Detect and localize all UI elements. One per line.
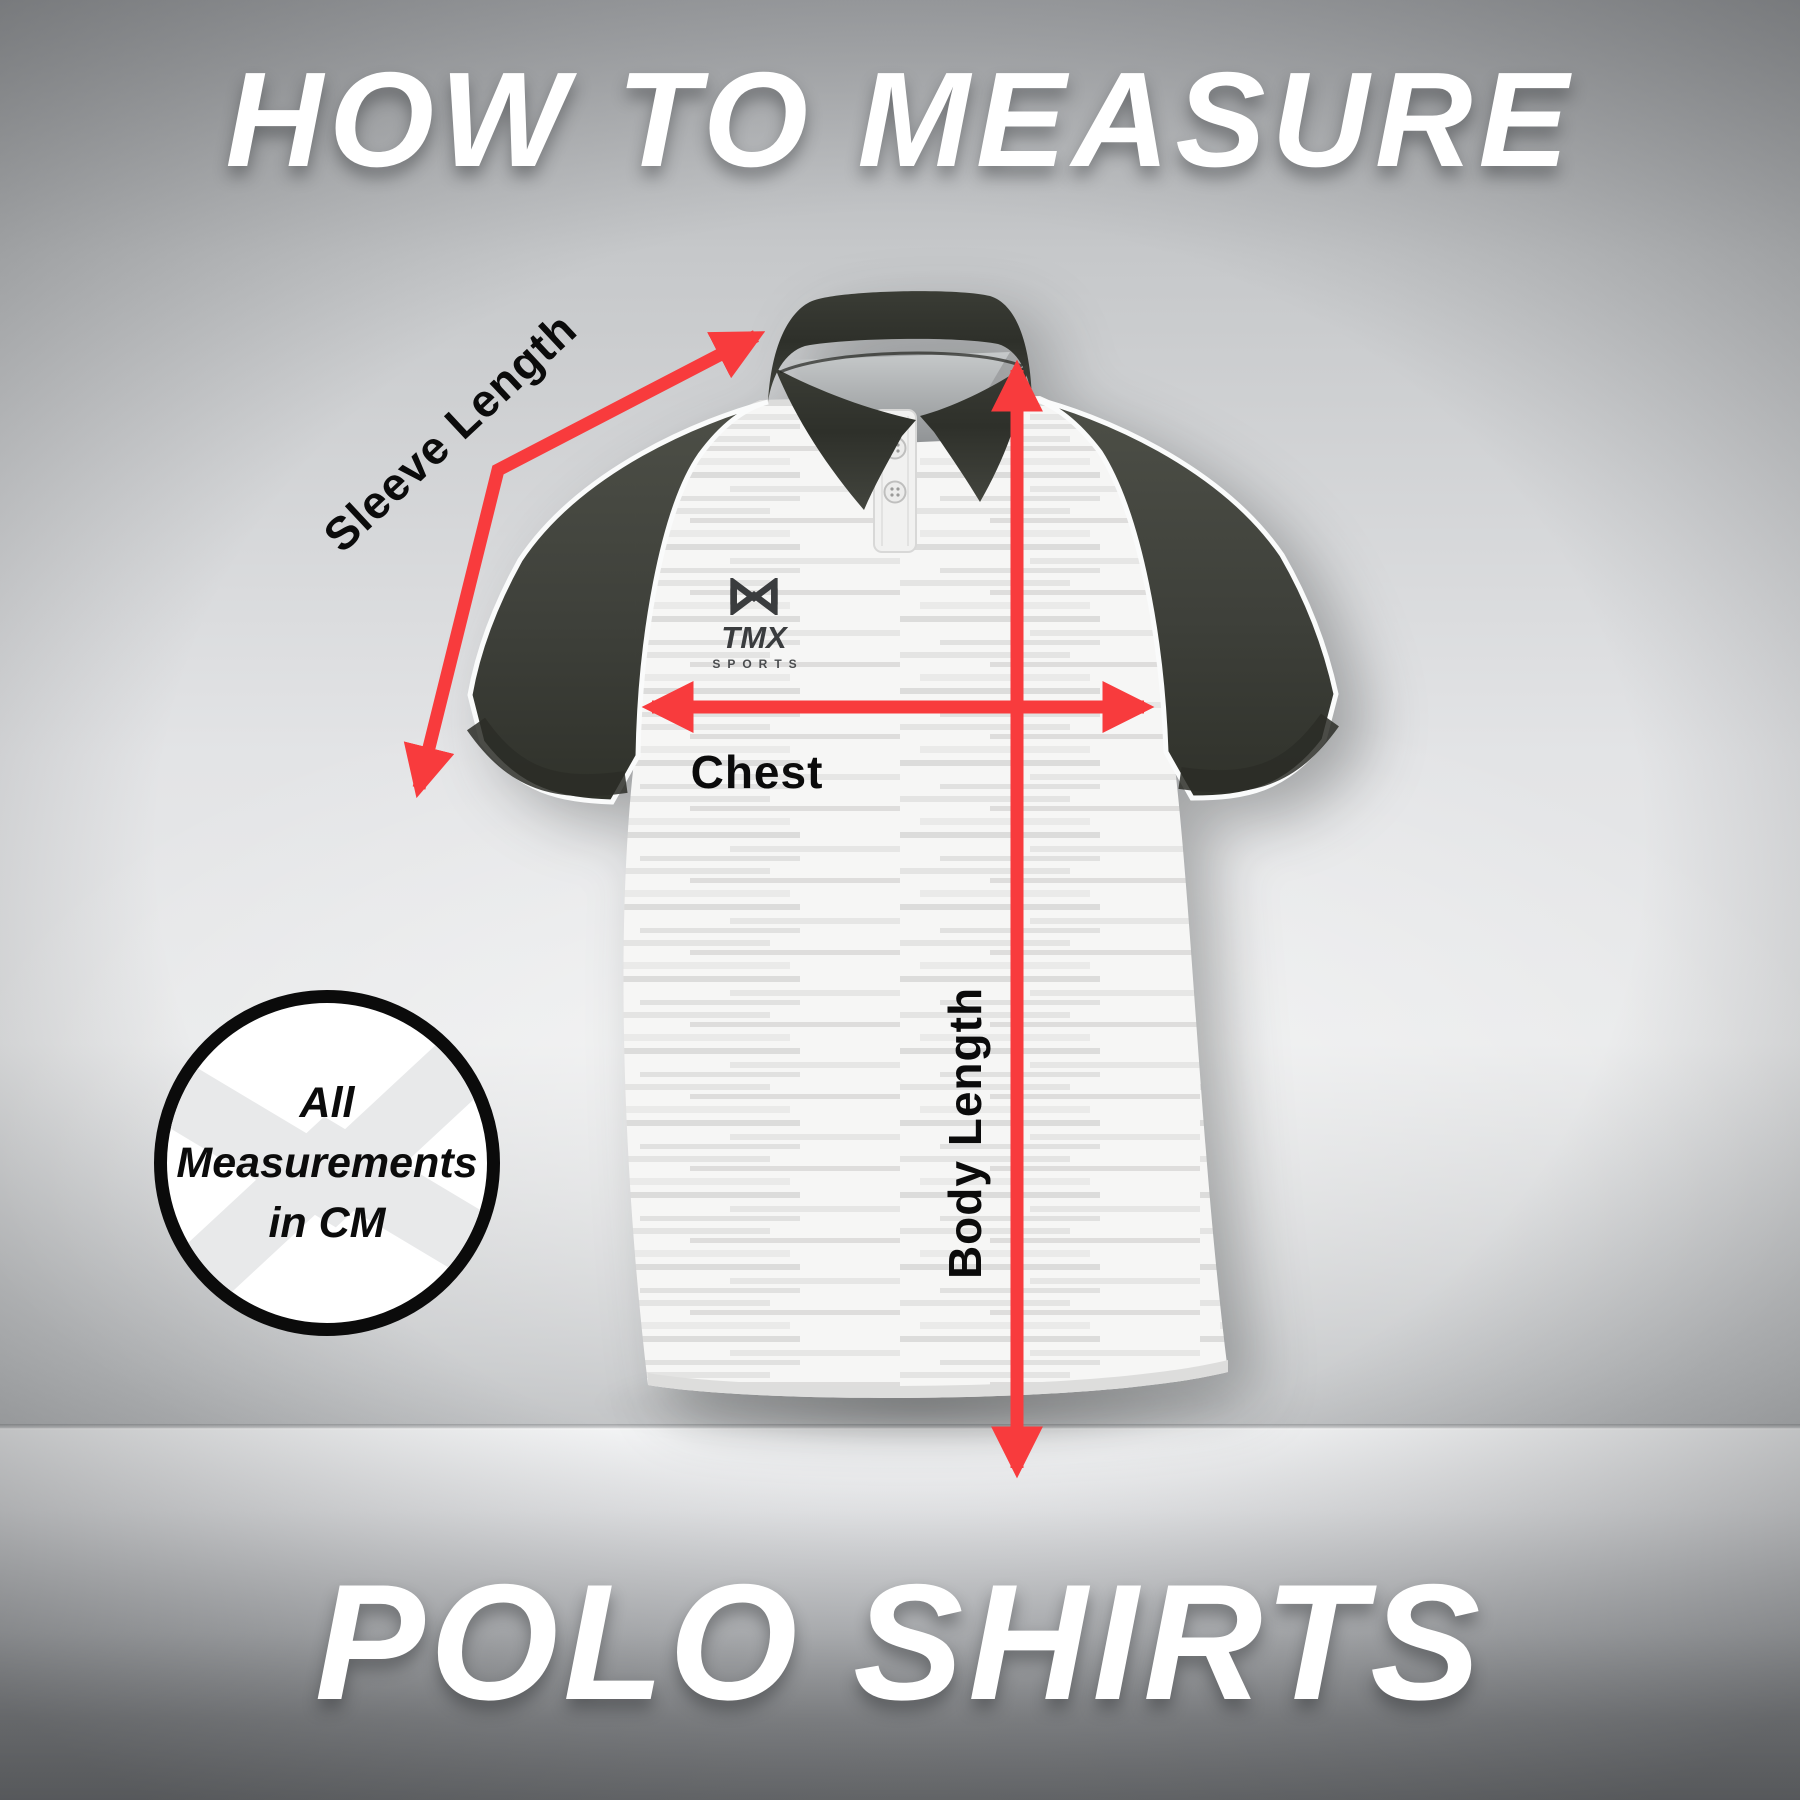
button — [883, 480, 907, 504]
collar-left-flap — [775, 368, 916, 510]
body-length-label: Body Length — [939, 986, 991, 1280]
page-subtitle: POLO SHIRTS — [314, 1550, 1486, 1734]
chest-label: Chest — [690, 746, 824, 798]
sleeve-length-arrow — [403, 330, 766, 799]
studio-floor — [0, 1428, 1800, 1800]
badge-line-1: All — [299, 1079, 355, 1127]
badge-line-3: in CM — [268, 1199, 386, 1247]
right-cuff — [1178, 713, 1339, 793]
badge-watermark-mark — [167, 1003, 487, 1323]
right-sleeve — [1031, 395, 1339, 801]
hem-band — [648, 1360, 1228, 1398]
page-title: HOW TO MEASURE — [225, 44, 1575, 195]
badge-line-2: Measurements — [176, 1139, 478, 1187]
measurements-unit-badge: All Measurements in CM — [154, 990, 500, 1336]
badge-text: All Measurements in CM — [167, 1003, 487, 1323]
wall-floor-edge — [0, 1424, 1800, 1430]
